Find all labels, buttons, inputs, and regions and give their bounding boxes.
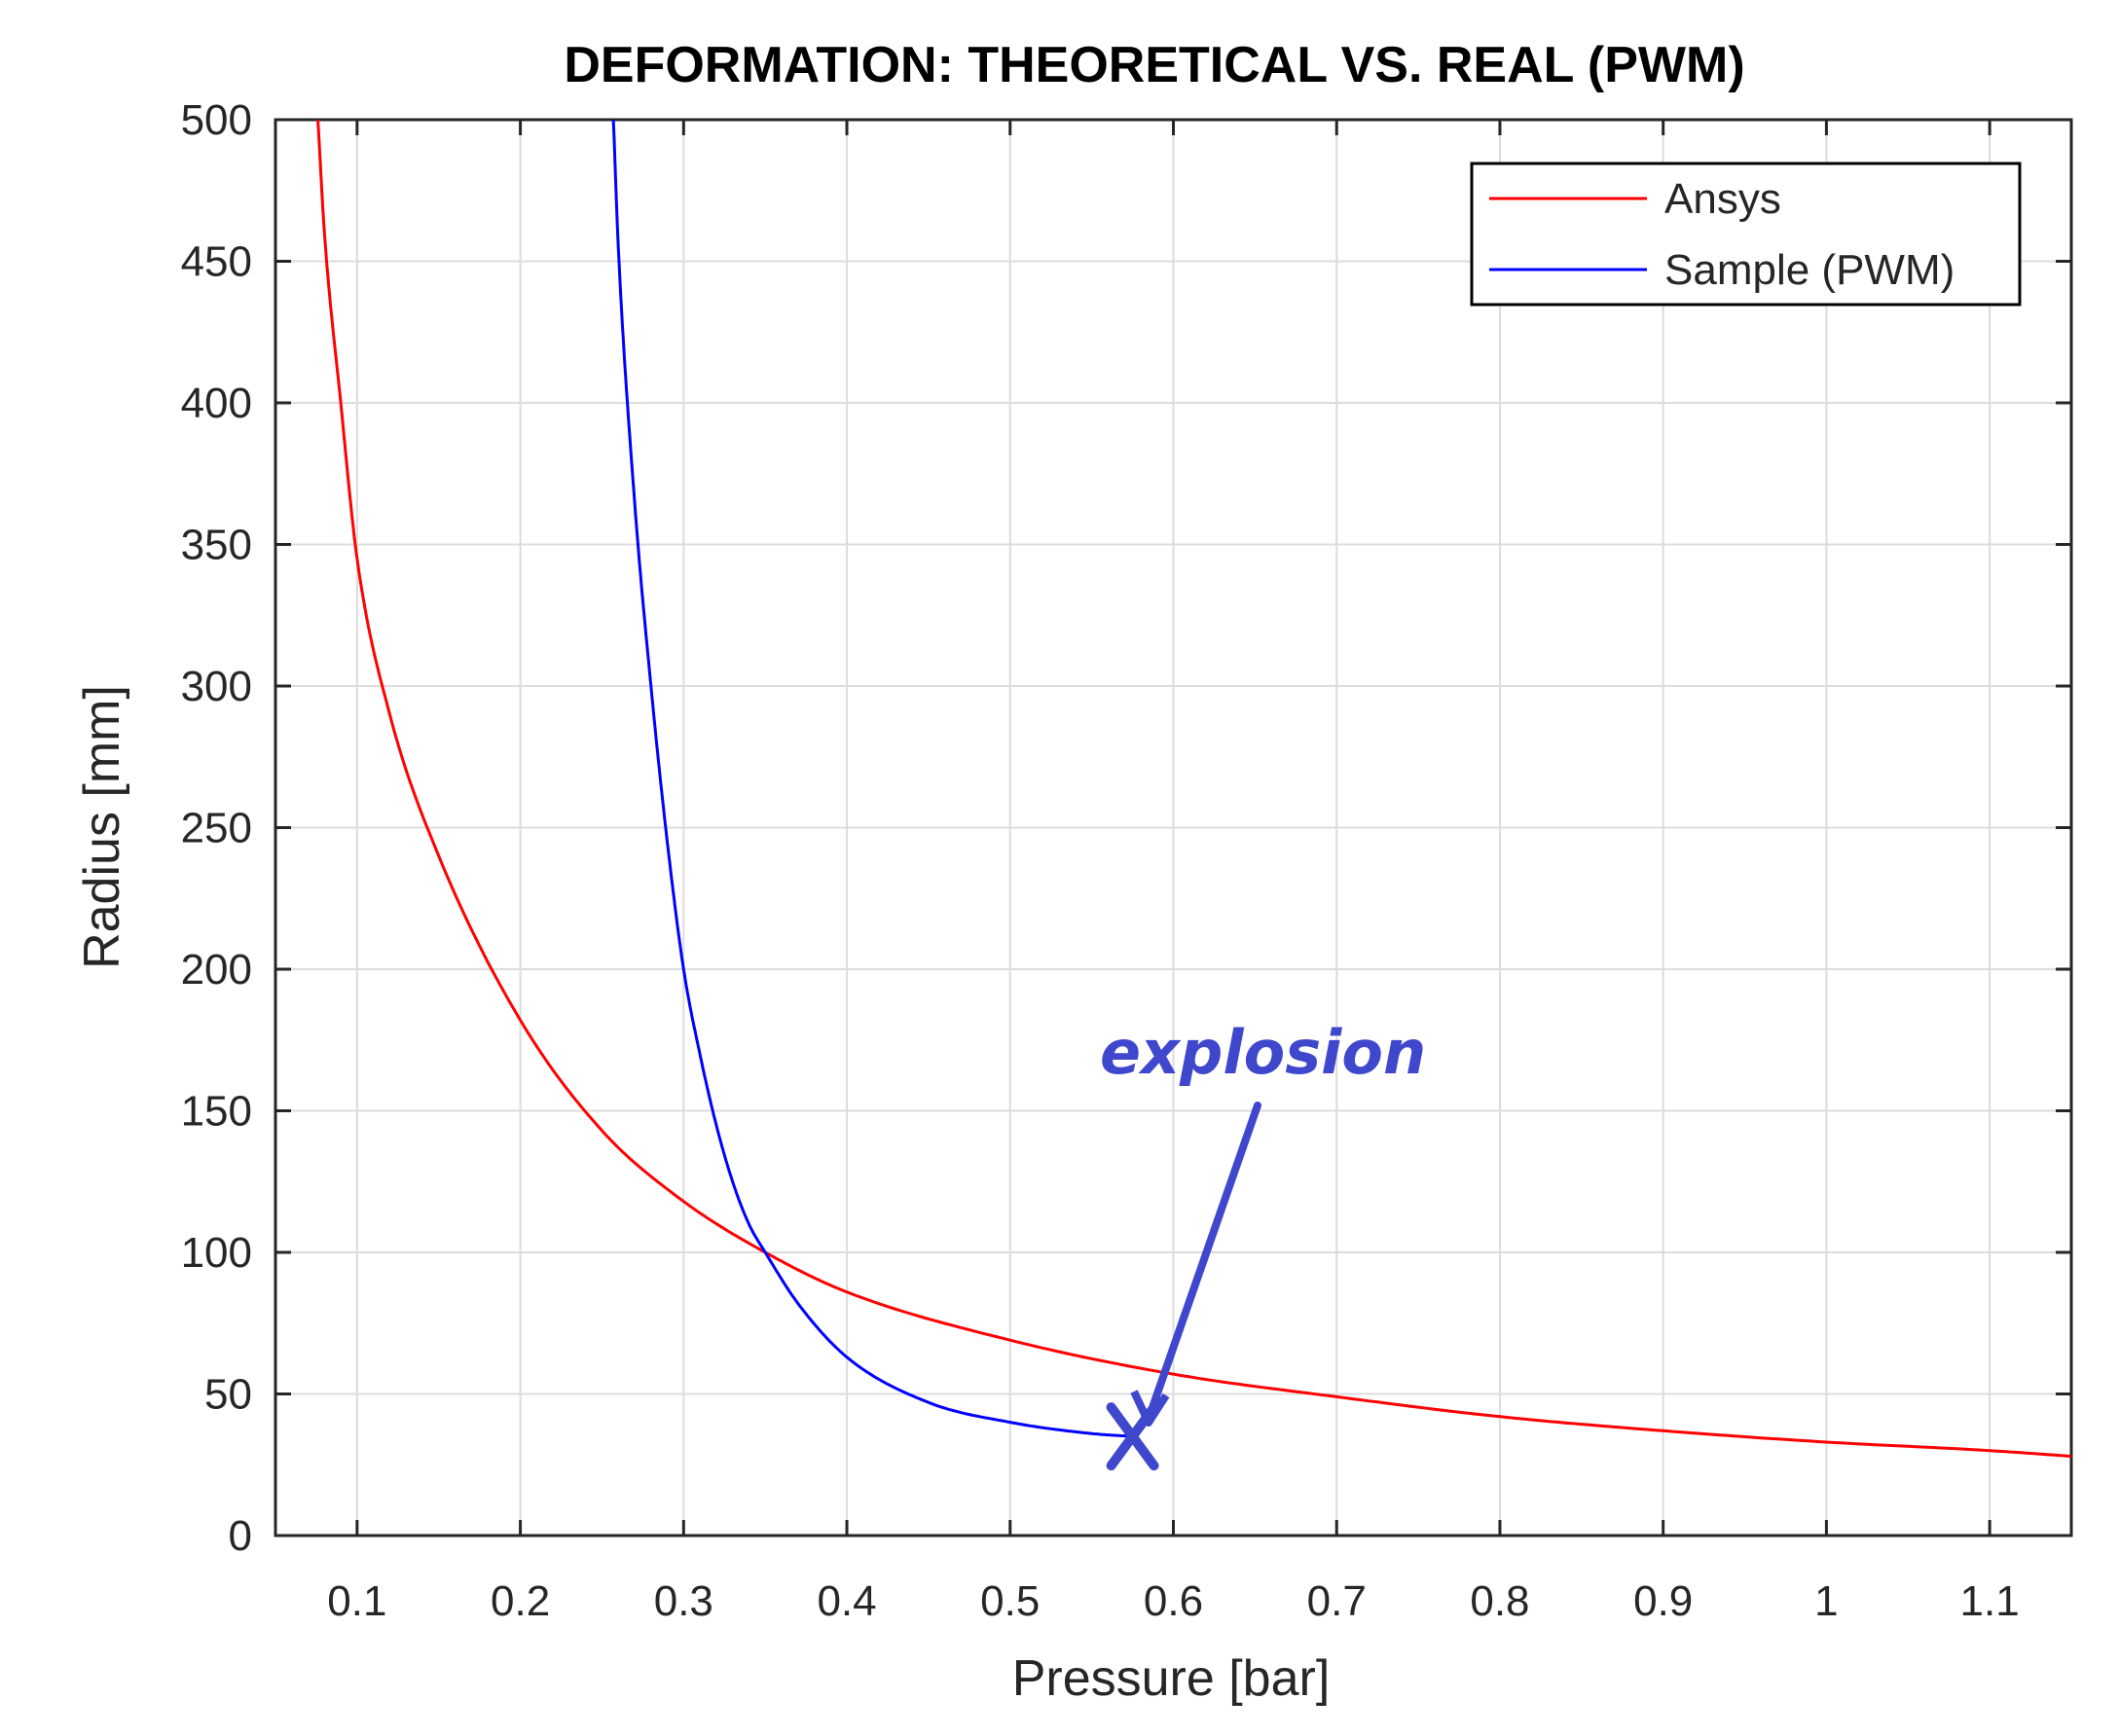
explosion-label: explosion [1100,1017,1426,1088]
y-tick-label: 300 [181,663,252,710]
x-tick-label: 0.9 [1633,1577,1693,1625]
series-line-sample-pwm [611,119,1133,1438]
explosion-annotation: explosion [1100,1017,1426,1471]
legend: Ansys Sample (PWM) [1470,162,2022,307]
grid [275,119,2071,1537]
x-tick-label: 0.3 [654,1577,713,1625]
x-axis-title: Pressure [bar] [1012,1650,1331,1707]
explosion-arrow-shaft [1145,1102,1261,1423]
y-tick-label: 500 [181,96,252,144]
legend-label-ansys: Ansys [1664,175,1781,223]
y-axis-title: Radius [mm] [74,685,130,969]
y-tick-label: 100 [181,1229,252,1277]
y-axis: 0 50 100 150 200 250 300 350 400 450 500 [181,96,2071,1560]
x-tick-label: 1.1 [1960,1577,2020,1625]
y-tick-label: 150 [181,1088,252,1136]
y-tick-label: 50 [204,1371,252,1419]
legend-label-sample-pwm: Sample (PWM) [1664,246,1955,294]
x-tick-label: 0.5 [980,1577,1040,1625]
y-tick-label: 400 [181,380,252,427]
x-tick-label: 1 [1814,1577,1838,1625]
x-tick-label: 0.4 [817,1577,876,1625]
x-tick-label: 0.7 [1307,1577,1367,1625]
y-tick-label: 250 [181,805,252,852]
explosion-marker [1106,1402,1159,1471]
legend-box [1470,162,2022,307]
y-tick-label: 0 [229,1512,252,1560]
x-tick-label: 0.2 [491,1577,550,1625]
y-tick-label: 350 [181,522,252,569]
series-line-ansys [316,119,2072,1458]
explosion-marker-stroke [1106,1402,1159,1471]
x-tick-label: 0.1 [327,1577,386,1625]
y-tick-label: 450 [181,238,252,286]
y-tick-label: 200 [181,946,252,994]
x-axis: 0.1 0.2 0.3 0.4 0.5 0.6 0.7 0.8 0.9 1 1.1 [327,120,2020,1625]
series-group [316,119,2072,1458]
chart-title: DEFORMATION: THEORETICAL VS. REAL (PWM) [564,37,1744,93]
x-tick-label: 0.8 [1470,1577,1529,1625]
x-tick-label: 0.6 [1144,1577,1203,1625]
